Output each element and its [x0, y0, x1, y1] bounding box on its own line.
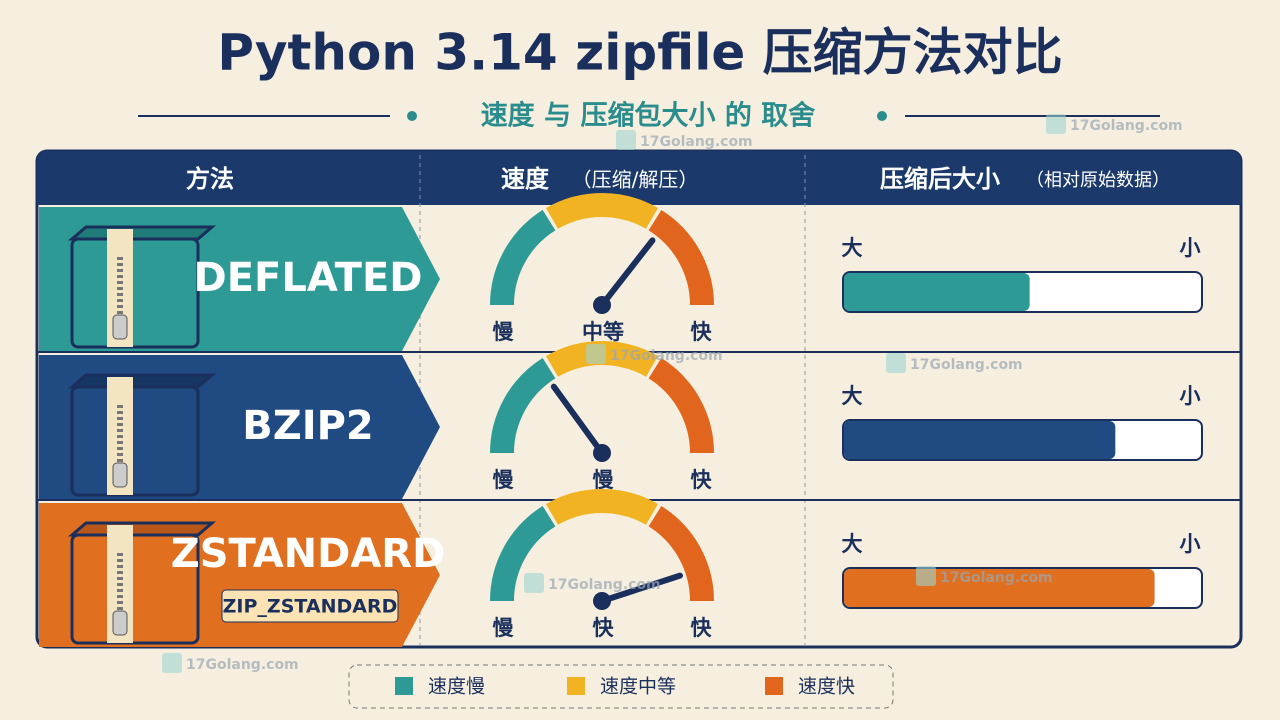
size-fill	[844, 273, 1030, 311]
watermark-icon	[524, 573, 544, 593]
watermark: 17Golang.com	[610, 348, 723, 364]
size-fill	[844, 421, 1116, 459]
gauge-needle	[550, 383, 605, 456]
gauge-label: 快	[691, 320, 713, 344]
gauge-hub	[593, 296, 611, 314]
legend-box	[348, 664, 894, 709]
gauge-arc	[490, 210, 556, 306]
title: Python 3.14 zipfile 压缩方法对比	[217, 24, 1062, 82]
gauge-label: 慢	[493, 320, 515, 344]
method-name: BZIP2	[242, 403, 374, 449]
legend-label: 速度中等	[600, 676, 676, 698]
watermark: 17Golang.com	[940, 570, 1053, 586]
watermark-icon	[162, 653, 182, 673]
alias-box	[221, 589, 399, 623]
zipper-pull	[112, 314, 128, 340]
watermark-icon	[616, 130, 636, 150]
method-name: ZSTANDARD	[171, 531, 446, 577]
gauge-arc	[490, 358, 556, 454]
zipper-pull	[112, 462, 128, 488]
watermark: 17Golang.com	[640, 134, 753, 150]
column-note: （压缩/解压）	[572, 168, 699, 192]
gauge-arc	[490, 506, 556, 602]
gauge-label: 慢	[593, 468, 615, 492]
legend-label: 速度慢	[428, 676, 485, 698]
watermark: 17Golang.com	[548, 577, 661, 593]
watermark-icon	[886, 353, 906, 373]
column-header: 方法	[186, 165, 234, 193]
legend-swatch	[765, 677, 783, 695]
gauge-label: 快	[691, 468, 713, 492]
legend-label: 速度快	[798, 676, 855, 698]
gauge-hub	[593, 444, 611, 462]
zipper-pull	[112, 610, 128, 636]
watermark-icon	[586, 344, 606, 364]
dot	[407, 111, 417, 121]
watermark-icon	[1046, 114, 1066, 134]
legend-swatch	[567, 677, 585, 695]
table-header	[37, 151, 1241, 205]
box-lid	[67, 225, 217, 241]
gauge-hub	[593, 592, 611, 610]
watermark: 17Golang.com	[910, 357, 1023, 373]
size-label: 大	[842, 236, 863, 260]
watermark: 17Golang.com	[186, 657, 299, 673]
gauge-label: 快	[691, 616, 713, 640]
legend-swatch	[395, 677, 413, 695]
dot	[877, 111, 887, 121]
size-label: 大	[842, 384, 863, 408]
gauge-label: 快	[593, 616, 615, 640]
size-label: 小	[1180, 236, 1201, 260]
gauge-arc	[546, 489, 658, 525]
gauge-needle	[599, 572, 683, 604]
gauge-label: 慢	[493, 468, 515, 492]
box-lid	[67, 373, 217, 389]
column-note: （相对原始数据）	[1026, 170, 1170, 191]
size-label: 小	[1180, 532, 1201, 556]
box-icon	[70, 237, 200, 349]
gauge-arc	[648, 210, 714, 306]
subtitle: 速度 与 压缩包大小 的 取舍	[481, 100, 817, 132]
gauge-needle	[599, 237, 656, 308]
gauge-label: 慢	[493, 616, 515, 640]
size-label: 大	[842, 532, 863, 556]
watermark: 17Golang.com	[1070, 118, 1183, 134]
box-icon	[70, 385, 200, 497]
column-header: 速度	[501, 165, 550, 193]
size-label: 小	[1180, 384, 1201, 408]
watermark-icon	[916, 566, 936, 586]
method-alias: ZIP_ZSTANDARD	[223, 596, 398, 618]
gauge-arc	[546, 193, 658, 229]
gauge-arc	[648, 506, 714, 602]
column-header: 压缩后大小	[880, 165, 1000, 193]
gauge-arc	[648, 358, 714, 454]
method-name: DEFLATED	[193, 255, 422, 301]
gauge-label: 中等	[582, 320, 624, 344]
